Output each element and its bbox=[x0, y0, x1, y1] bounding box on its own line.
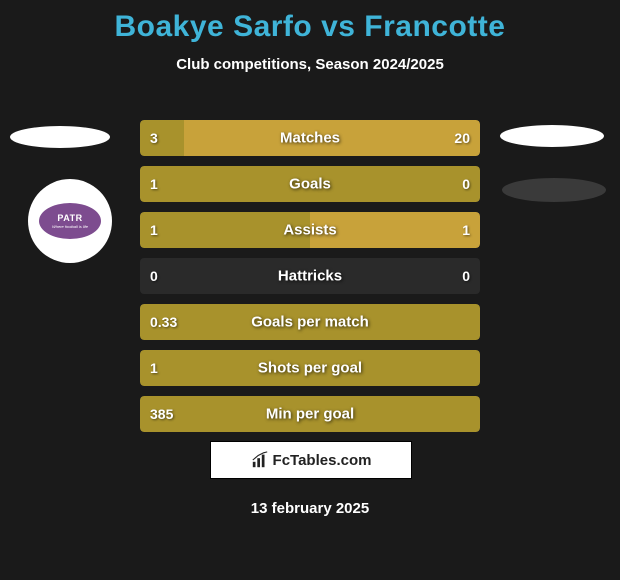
right-club-ellipse bbox=[502, 178, 606, 202]
stat-label: Goals bbox=[289, 176, 331, 193]
stat-row: 0.33 Goals per match bbox=[140, 304, 480, 340]
badge-subtext: Where football is life bbox=[52, 224, 88, 229]
left-player-ellipse bbox=[10, 126, 110, 148]
bar-left-fill bbox=[140, 120, 184, 156]
right-player-ellipse bbox=[500, 125, 604, 147]
stat-label: Shots per goal bbox=[258, 360, 362, 377]
stat-label: Assists bbox=[283, 222, 336, 239]
stat-label: Min per goal bbox=[266, 406, 354, 423]
stat-left-value: 1 bbox=[150, 360, 158, 376]
stat-row: 0 0 Hattricks bbox=[140, 258, 480, 294]
stat-label: Goals per match bbox=[251, 314, 369, 331]
stat-row: 1 Shots per goal bbox=[140, 350, 480, 386]
stat-left-value: 385 bbox=[150, 406, 173, 422]
stat-label: Matches bbox=[280, 130, 340, 147]
fctables-logo-text: FcTables.com bbox=[273, 452, 372, 469]
date-text: 13 february 2025 bbox=[0, 500, 620, 517]
stat-left-value: 1 bbox=[150, 222, 158, 238]
stat-label: Hattricks bbox=[278, 268, 342, 285]
bar-chart-icon bbox=[251, 451, 269, 469]
stat-left-value: 0.33 bbox=[150, 314, 177, 330]
stat-row: 1 1 Assists bbox=[140, 212, 480, 248]
stat-right-value: 0 bbox=[462, 268, 470, 284]
badge-inner: PATR Where football is life bbox=[39, 203, 101, 239]
stat-row: 1 0 Goals bbox=[140, 166, 480, 202]
stat-row: 3 20 Matches bbox=[140, 120, 480, 156]
root-container: Boakye Sarfo vs Francotte Club competiti… bbox=[0, 0, 620, 580]
stat-left-value: 3 bbox=[150, 130, 158, 146]
left-club-badge: PATR Where football is life bbox=[28, 179, 112, 263]
stat-left-value: 1 bbox=[150, 176, 158, 192]
stat-row: 385 Min per goal bbox=[140, 396, 480, 432]
page-title: Boakye Sarfo vs Francotte bbox=[0, 0, 620, 44]
fctables-logo-box[interactable]: FcTables.com bbox=[210, 441, 412, 479]
stat-right-value: 20 bbox=[454, 130, 470, 146]
stat-right-value: 1 bbox=[462, 222, 470, 238]
badge-text: PATR bbox=[57, 213, 82, 223]
stats-bars-area: 3 20 Matches 1 0 Goals 1 1 Assists 0 0 Hattricks 0.3… bbox=[140, 120, 480, 442]
page-subtitle: Club competitions, Season 2024/2025 bbox=[0, 56, 620, 73]
stat-left-value: 0 bbox=[150, 268, 158, 284]
stat-right-value: 0 bbox=[462, 176, 470, 192]
